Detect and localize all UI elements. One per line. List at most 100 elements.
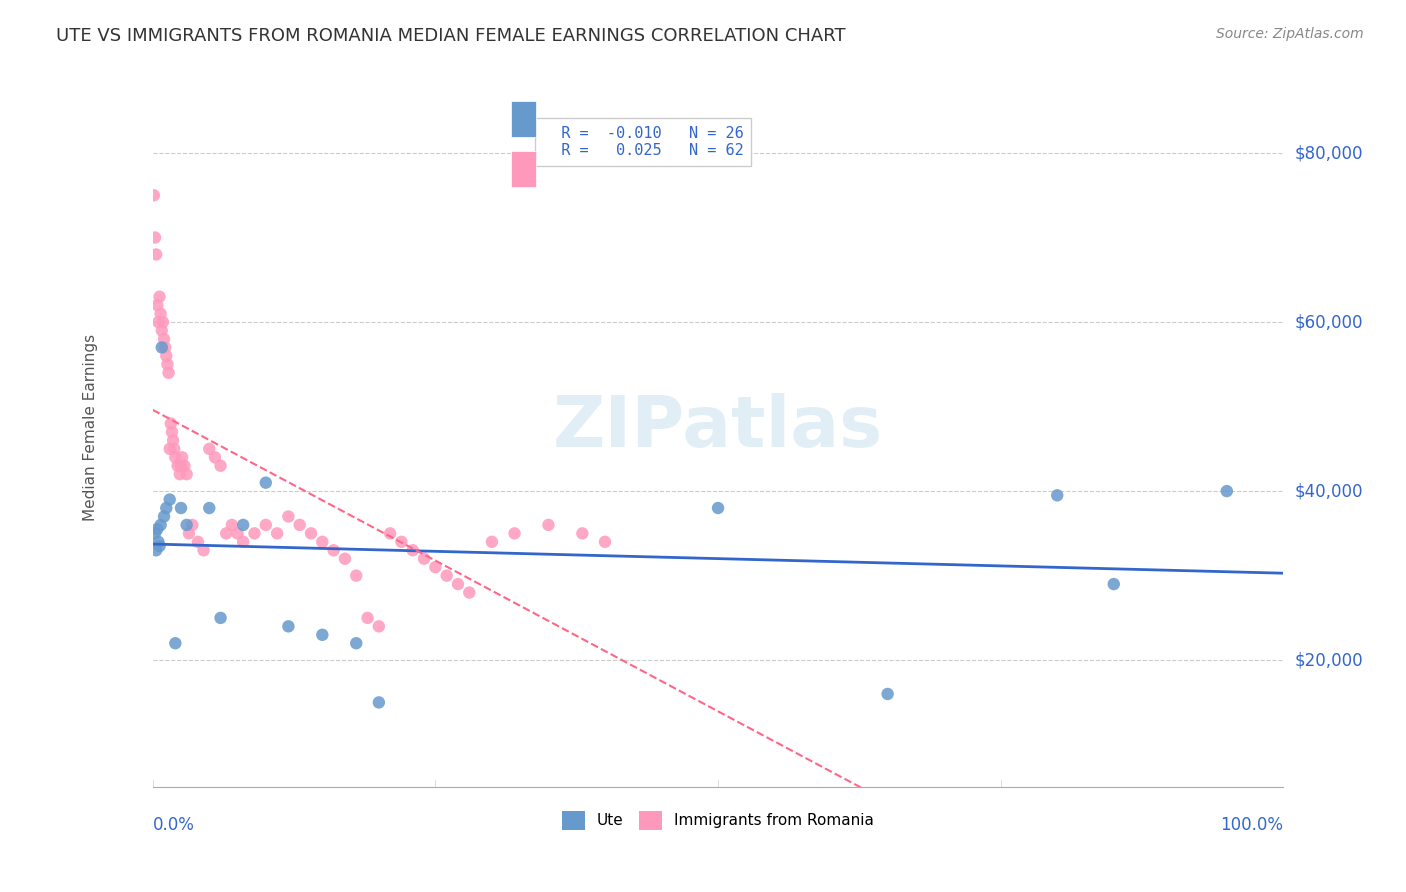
Point: [173, 458, 195, 473]
Point: [425, 560, 447, 574]
Point: [176, 467, 198, 482]
Point: [157, 366, 180, 380]
Point: [150, 324, 173, 338]
Point: [367, 695, 389, 709]
Point: [155, 349, 177, 363]
Point: [344, 568, 367, 582]
Point: [254, 517, 277, 532]
Point: [391, 534, 413, 549]
Point: [1102, 577, 1125, 591]
Point: [159, 417, 181, 431]
Point: [221, 517, 243, 532]
Point: [277, 509, 299, 524]
Point: [266, 526, 288, 541]
Point: [537, 517, 560, 532]
Point: [166, 458, 188, 473]
Point: [193, 543, 215, 558]
Point: [170, 501, 193, 516]
Point: [181, 517, 204, 532]
Point: [209, 611, 232, 625]
Point: [148, 534, 170, 549]
Point: [288, 517, 311, 532]
Point: [378, 526, 401, 541]
Text: $60,000: $60,000: [1295, 313, 1364, 331]
Point: [232, 534, 254, 549]
Text: Median Female Earnings: Median Female Earnings: [83, 334, 98, 521]
Point: [176, 517, 198, 532]
Point: [402, 543, 425, 558]
Point: [153, 332, 176, 346]
Text: UTE VS IMMIGRANTS FROM ROMANIA MEDIAN FEMALE EARNINGS CORRELATION CHART: UTE VS IMMIGRANTS FROM ROMANIA MEDIAN FE…: [56, 27, 846, 45]
Point: [153, 340, 176, 354]
Point: [149, 517, 172, 532]
Point: [146, 522, 169, 536]
Point: [333, 551, 356, 566]
Point: [148, 539, 170, 553]
Point: [876, 687, 898, 701]
Point: [152, 315, 174, 329]
Point: [1216, 484, 1239, 499]
Point: [593, 534, 616, 549]
Point: [159, 492, 181, 507]
Point: [146, 298, 169, 312]
Point: [153, 509, 176, 524]
Point: [172, 450, 194, 465]
Point: [159, 442, 181, 456]
Point: [232, 517, 254, 532]
Point: [170, 458, 193, 473]
Point: [150, 340, 173, 354]
FancyBboxPatch shape: [512, 151, 536, 187]
Point: [215, 526, 238, 541]
Point: [322, 543, 344, 558]
Legend: Ute, Immigrants from Romania: Ute, Immigrants from Romania: [562, 811, 875, 830]
Text: R =  -0.010   N = 26
  R =   0.025   N = 62: R = -0.010 N = 26 R = 0.025 N = 62: [543, 126, 744, 159]
Point: [198, 442, 221, 456]
Point: [436, 568, 458, 582]
Point: [243, 526, 266, 541]
Point: [226, 526, 249, 541]
Point: [198, 501, 221, 516]
Point: [311, 628, 333, 642]
Point: [1046, 488, 1069, 502]
Point: [481, 534, 503, 549]
Point: [148, 315, 170, 329]
Text: $80,000: $80,000: [1295, 144, 1364, 162]
Point: [143, 230, 166, 244]
Text: Source: ZipAtlas.com: Source: ZipAtlas.com: [1216, 27, 1364, 41]
Point: [204, 450, 226, 465]
Text: $20,000: $20,000: [1295, 651, 1364, 669]
Point: [160, 425, 183, 439]
Point: [149, 307, 172, 321]
Point: [254, 475, 277, 490]
Point: [177, 526, 200, 541]
Point: [143, 526, 166, 541]
Point: [503, 526, 526, 541]
Point: [163, 442, 186, 456]
Point: [145, 247, 167, 261]
Point: [156, 357, 179, 371]
Point: [707, 501, 730, 516]
Point: [187, 534, 209, 549]
Point: [447, 577, 470, 591]
Point: [162, 434, 184, 448]
Point: [277, 619, 299, 633]
Point: [413, 551, 436, 566]
FancyBboxPatch shape: [512, 101, 536, 136]
Point: [148, 290, 170, 304]
Point: [571, 526, 593, 541]
Point: [142, 188, 165, 202]
Text: $40,000: $40,000: [1295, 482, 1364, 500]
Point: [311, 534, 333, 549]
Point: [344, 636, 367, 650]
Text: 100.0%: 100.0%: [1220, 815, 1284, 834]
Text: ZIPatlas: ZIPatlas: [553, 393, 883, 462]
Text: 0.0%: 0.0%: [153, 815, 194, 834]
Point: [145, 543, 167, 558]
Point: [356, 611, 378, 625]
Point: [458, 585, 481, 599]
Point: [155, 501, 177, 516]
Point: [367, 619, 389, 633]
Point: [169, 467, 191, 482]
Point: [299, 526, 322, 541]
Point: [209, 458, 232, 473]
